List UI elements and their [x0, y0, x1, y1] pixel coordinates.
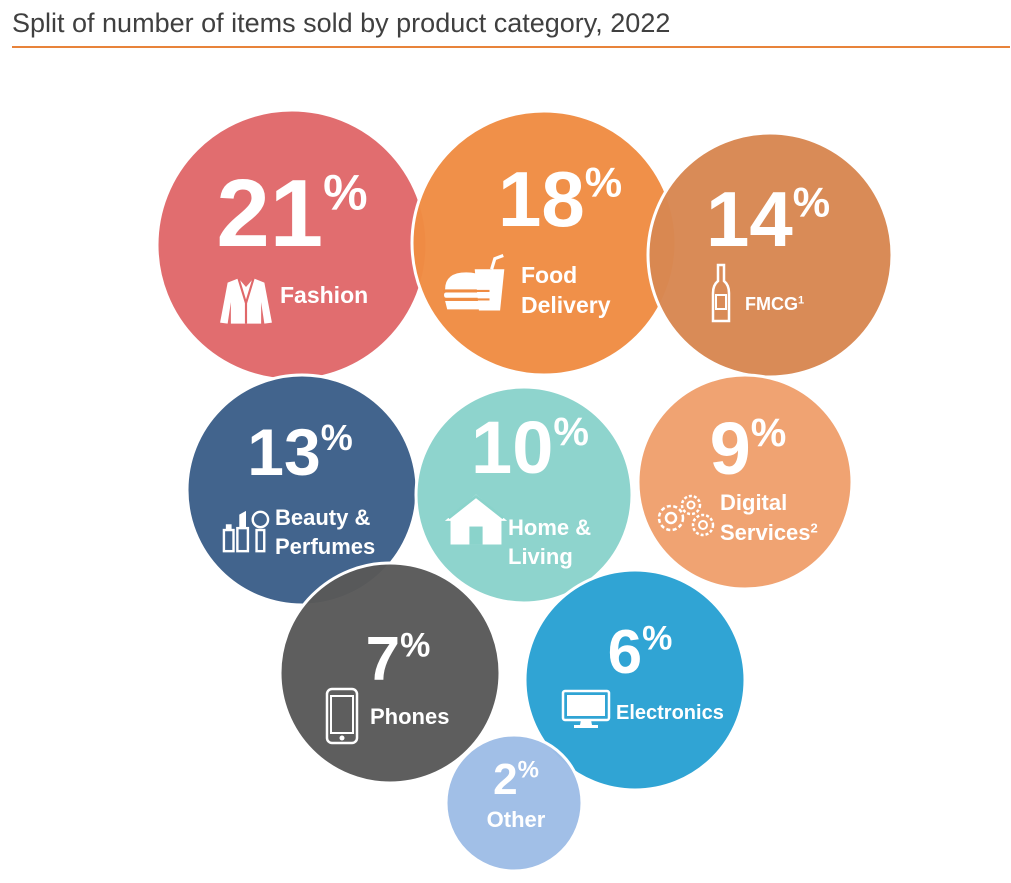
circle-digital-services	[636, 373, 854, 591]
bubble-fashion: 21% Fashion	[155, 108, 429, 382]
label-electronics: Electronics	[616, 702, 724, 724]
bubble-digital-services: 9%Digital Services2	[636, 373, 854, 591]
value-home-living: 10%	[471, 406, 589, 489]
circle-other	[444, 733, 584, 873]
bubble-home-living: 10% Home & Living	[414, 385, 634, 605]
value-food-delivery: 18%	[498, 155, 622, 243]
value-other: 2%	[493, 755, 539, 804]
label-home-living: Home & Living	[508, 515, 591, 569]
value-fmcg: 14%	[706, 175, 830, 263]
label-beauty-perfumes: Beauty & Perfumes	[275, 505, 375, 559]
label-digital-services: Digital Services2	[720, 490, 818, 545]
value-fashion: 21%	[216, 160, 367, 267]
bubble-other: 2% Other	[444, 733, 584, 873]
label-other: Other	[487, 807, 546, 832]
label-food-delivery: Food Delivery	[521, 262, 611, 318]
value-digital-services: 9%	[710, 407, 787, 490]
circle-home-living	[414, 385, 634, 605]
bubble-fmcg: 14% FMCG1	[646, 131, 894, 379]
label-phones: Phones	[370, 704, 449, 729]
label-fashion: Fashion	[280, 282, 368, 308]
bubble-beauty-perfumes: 13% Beauty & Perfumes	[185, 373, 419, 607]
value-phones: 7%	[366, 625, 431, 694]
circle-food-delivery	[410, 109, 678, 377]
bubble-electronics: 6% Electronics	[523, 568, 747, 792]
circle-electronics	[523, 568, 747, 792]
bubble-phones: 7% Phones	[278, 561, 502, 785]
bubble-food-delivery: 18% Food Delivery	[410, 109, 678, 377]
circle-phones	[278, 561, 502, 785]
title-underline	[12, 46, 1010, 48]
chart-title: Split of number of items sold by product…	[12, 8, 671, 38]
value-electronics: 6%	[608, 618, 673, 687]
value-beauty-perfumes: 13%	[247, 415, 352, 489]
label-fmcg: FMCG1	[745, 294, 804, 314]
